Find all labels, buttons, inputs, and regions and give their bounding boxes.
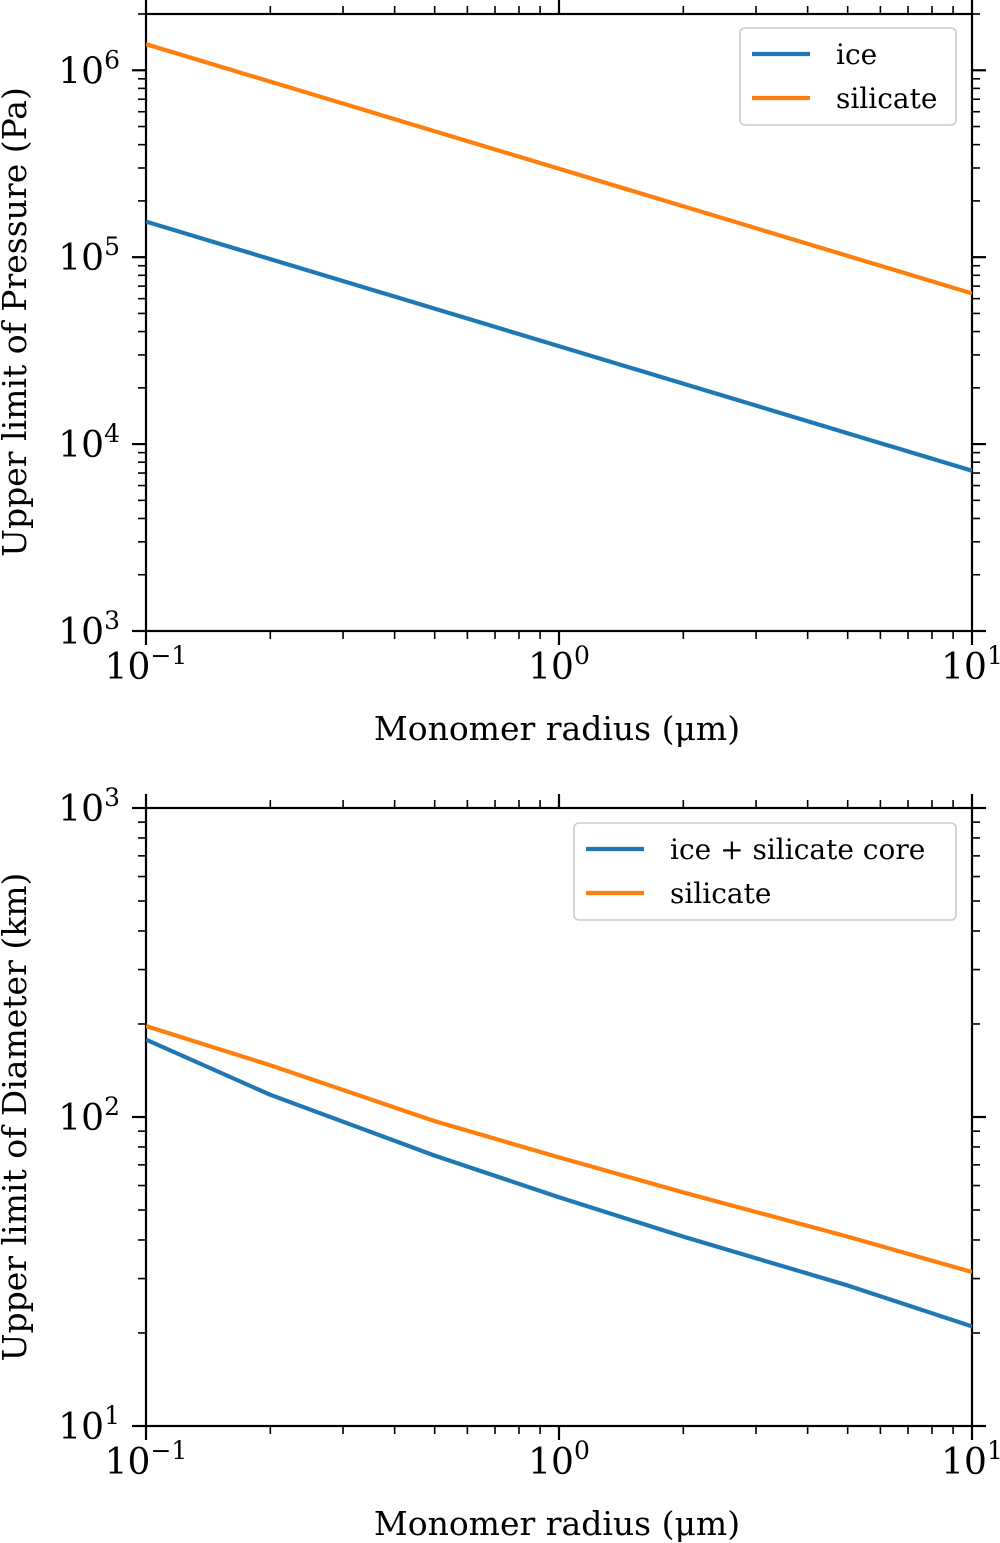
chart-pressure: 10−1 100 101 103 104 105 106 Monomer radius (μm… <box>0 0 1000 748</box>
series-line-silicate <box>146 1024 972 1275</box>
x-tick-label: 101 <box>941 1436 1000 1483</box>
y-axis-label: Upper limit of Diameter (km) <box>0 873 34 1362</box>
legend: ice silicate <box>739 27 957 126</box>
y-tick-label: 104 <box>58 419 120 466</box>
legend-box <box>573 822 957 921</box>
legend: ice + silicate core silicate <box>573 822 957 921</box>
y-tick-label: 102 <box>58 1092 120 1139</box>
x-tick-label: 10−1 <box>105 641 188 688</box>
series-line-ice <box>146 219 972 473</box>
x-tick-label: 10−1 <box>105 1436 188 1483</box>
legend-label: ice <box>836 38 877 71</box>
x-ticks <box>144 0 974 645</box>
chart-diameter: 10−1 100 101 101 102 103 Monomer radius (μm) Up… <box>0 783 1000 1543</box>
y-tick-label: 101 <box>58 1401 120 1448</box>
legend-label: silicate <box>670 877 771 910</box>
y-tick-label: 106 <box>58 45 120 92</box>
y-axis-label: Upper limit of Pressure (Pa) <box>0 87 34 557</box>
y-tick-label: 103 <box>58 606 120 653</box>
series-line-silicate <box>146 42 972 296</box>
y-tick-label: 105 <box>58 232 120 279</box>
x-ticks <box>144 794 974 1440</box>
legend-label: ice + silicate core <box>670 833 925 866</box>
x-tick-label: 100 <box>528 641 590 688</box>
x-axis-label: Monomer radius (μm) <box>374 709 740 748</box>
legend-label: silicate <box>836 82 937 115</box>
x-axis-label: Monomer radius (μm) <box>374 1504 740 1543</box>
series-line-ice-silicate-core <box>146 1037 972 1329</box>
x-tick-label: 101 <box>941 641 1000 688</box>
x-tick-label: 100 <box>528 1436 590 1483</box>
y-tick-label: 103 <box>58 783 120 830</box>
y-ticks <box>132 13 986 633</box>
y-ticks <box>132 806 986 1428</box>
